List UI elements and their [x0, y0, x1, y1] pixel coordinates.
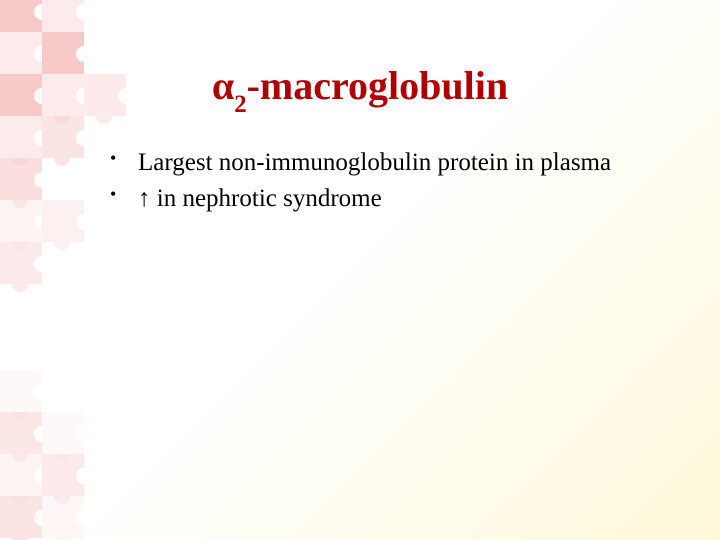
bullet-text: Largest non-immunoglobulin protein in pl… [138, 149, 611, 176]
slide-content: α2-macroglobulin Largest non-immunoglobu… [0, 0, 720, 218]
bullet-list: Largest non-immunoglobulin protein in pl… [0, 145, 720, 218]
slide-title: α2-macroglobulin [0, 62, 720, 115]
list-item: Largest non-immunoglobulin protein in pl… [110, 145, 720, 181]
title-rest: -macroglobulin [247, 63, 509, 108]
list-item: ↑ in nephrotic syndrome [110, 181, 720, 217]
title-alpha: α [212, 63, 234, 108]
title-subscript: 2 [234, 91, 246, 118]
bullet-text: ↑ in nephrotic syndrome [138, 185, 382, 212]
